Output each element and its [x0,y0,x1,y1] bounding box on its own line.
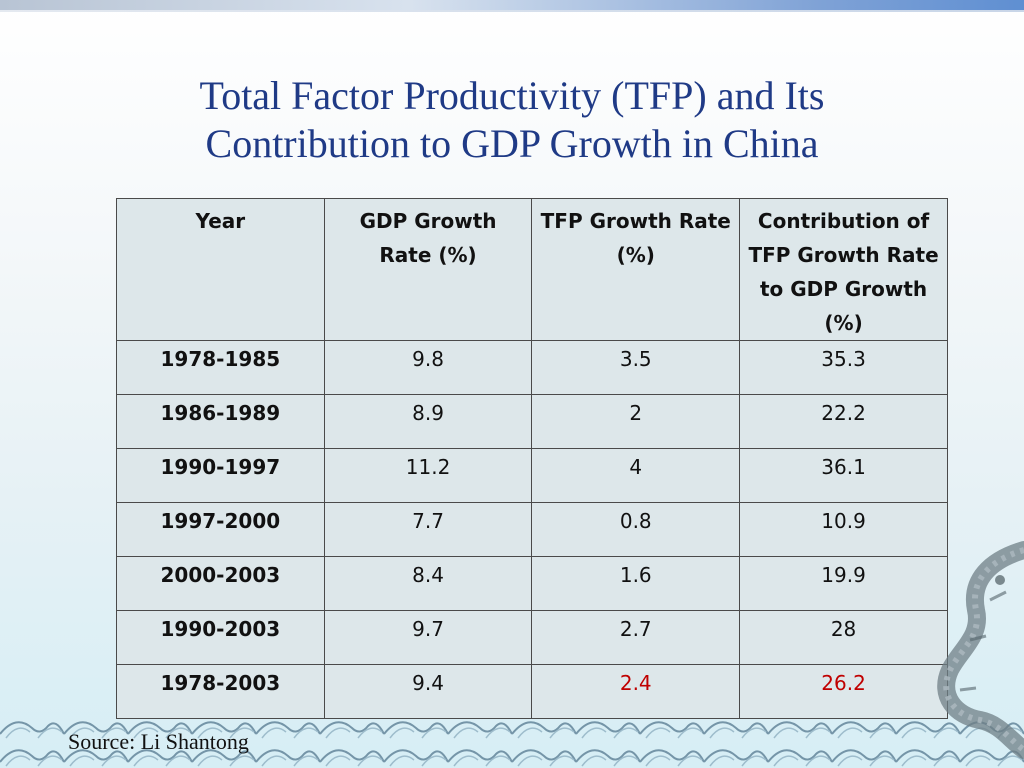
table-row: 1978-1985 9.8 3.5 35.3 [116,340,948,395]
cell-tfp: 3.5 [531,340,741,395]
wave-pattern-icon [0,712,1024,768]
table-row: 2000-2003 8.4 1.6 19.9 [116,556,948,611]
cell-tfp: 1.6 [531,556,741,611]
table-row: 1978-2003 9.4 2.4 26.2 [116,664,948,719]
cell-tfp: 2.7 [531,610,741,665]
cell-year: 1978-2003 [116,664,325,719]
header-tfp-growth: TFP Growth Rate (%) [531,198,741,341]
header-gdp-growth: GDP Growth Rate (%) [323,198,533,341]
cell-tfp: 0.8 [531,502,741,557]
slide-title: Total Factor Productivity (TFP) and Its … [60,72,964,168]
cell-year: 1997-2000 [116,502,325,557]
cell-tfp-highlighted: 2.4 [531,664,741,719]
cell-gdp: 9.4 [323,664,533,719]
title-line-1: Total Factor Productivity (TFP) and Its [199,73,825,118]
cell-gdp: 9.7 [323,610,533,665]
cell-gdp: 8.4 [323,556,533,611]
cell-contribution: 35.3 [739,340,948,395]
cell-contribution: 28 [739,610,948,665]
cell-year: 1978-1985 [116,340,325,395]
top-decor-band [0,0,1024,10]
cell-tfp: 2 [531,394,741,449]
header-tfp-contribution: Contribution of TFP Growth Rate to GDP G… [739,198,948,341]
cell-contribution: 19.9 [739,556,948,611]
header-year: Year [116,198,325,341]
cell-gdp: 7.7 [323,502,533,557]
cell-gdp: 11.2 [323,448,533,503]
cell-tfp: 4 [531,448,741,503]
source-note: Source: Li Shantong [68,729,249,754]
cell-year: 1990-1997 [116,448,325,503]
table-row: 1990-1997 11.2 4 36.1 [116,448,948,503]
table-row: 1997-2000 7.7 0.8 10.9 [116,502,948,557]
tfp-table: Year GDP Growth Rate (%) TFP Growth Rate… [116,198,948,719]
cell-gdp: 9.8 [323,340,533,395]
cell-contribution: 22.2 [739,394,948,449]
top-decor-line [0,10,1024,12]
cell-contribution: 10.9 [739,502,948,557]
title-line-2: Contribution to GDP Growth in China [205,121,819,166]
table-row: 1990-2003 9.7 2.7 28 [116,610,948,665]
cell-contribution: 36.1 [739,448,948,503]
cell-year: 1990-2003 [116,610,325,665]
cell-year: 1986-1989 [116,394,325,449]
table-header-row: Year GDP Growth Rate (%) TFP Growth Rate… [116,198,948,341]
dragon-icon [937,541,1024,759]
cell-gdp: 8.9 [323,394,533,449]
cell-year: 2000-2003 [116,556,325,611]
table-row: 1986-1989 8.9 2 22.2 [116,394,948,449]
cell-contribution-highlighted: 26.2 [739,664,948,719]
